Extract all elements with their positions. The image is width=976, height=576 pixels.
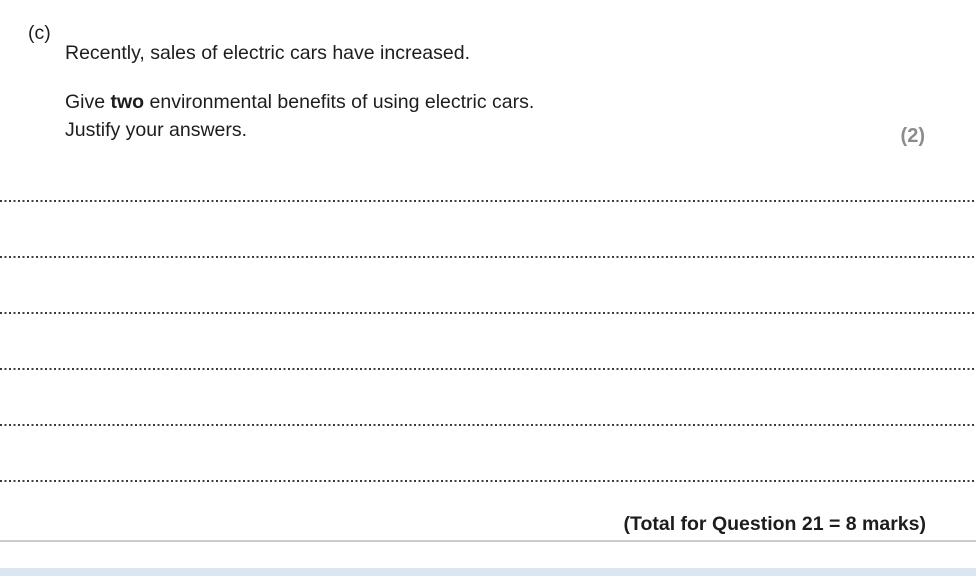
prompt-bold-word: two	[110, 90, 145, 113]
prompt-suffix: environmental benefits of using electric…	[144, 90, 535, 113]
question-intro-text: Recently, sales of electric cars have in…	[65, 41, 470, 64]
answer-line	[0, 368, 976, 370]
question-part-label: (c)	[28, 22, 51, 44]
answer-line	[0, 424, 976, 426]
marks-indicator: (2)	[900, 125, 925, 147]
prompt-line2: Justify your answers.	[65, 118, 248, 141]
prompt-prefix: Give	[65, 90, 111, 113]
prompt-line1: Give two environmental benefits of using…	[65, 91, 534, 113]
answer-line	[0, 256, 976, 258]
answer-line	[0, 480, 976, 482]
total-marks-text: (Total for Question 21 = 8 marks)	[623, 513, 926, 535]
answer-lines	[0, 200, 976, 536]
answer-line	[0, 200, 976, 202]
question-prompt: Give two environmental benefits of using…	[65, 88, 534, 144]
page-edge-bar	[0, 568, 976, 576]
footer-divider-line	[0, 540, 976, 542]
answer-line	[0, 312, 976, 314]
